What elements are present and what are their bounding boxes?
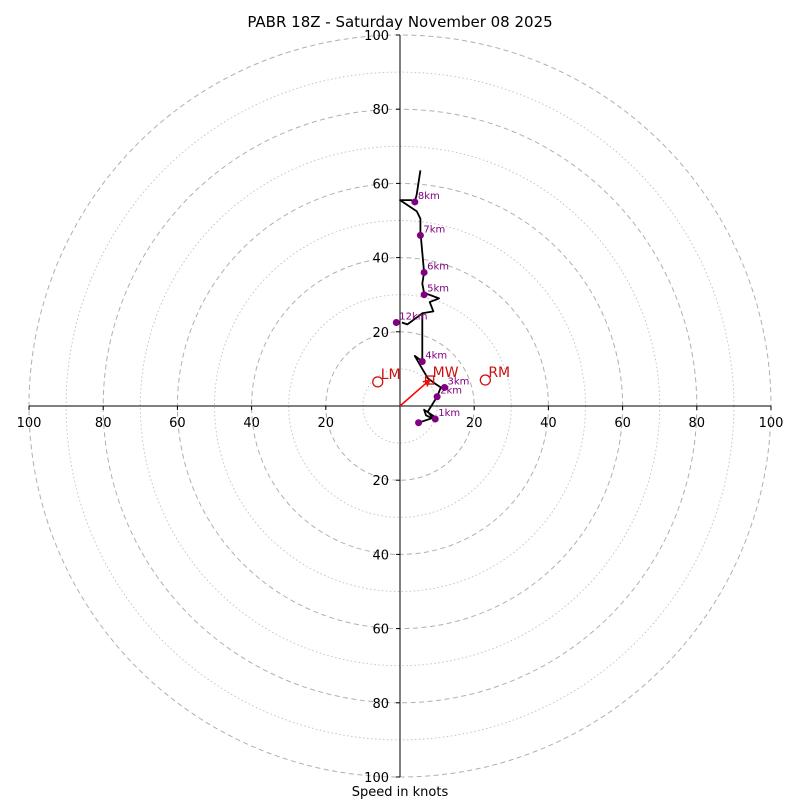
hodograph-trace xyxy=(399,170,442,424)
storm-motion-markers: LM RM MW xyxy=(372,365,510,388)
height-marker-4km xyxy=(418,357,426,365)
y-tick-label: 60 xyxy=(372,623,389,638)
height-label-4km: 4km xyxy=(425,350,447,361)
y-tick-label: 80 xyxy=(372,103,389,118)
surface-wind-marker xyxy=(415,419,423,427)
height-label-2km: 2km xyxy=(440,386,462,397)
mean-wind-marker xyxy=(425,375,435,385)
height-marker-7km xyxy=(416,231,424,239)
x-tick-label: 20 xyxy=(318,416,335,431)
height-label-7km: 7km xyxy=(423,224,445,235)
x-tick-label: 80 xyxy=(689,416,706,431)
height-marker-12km xyxy=(392,319,400,327)
x-tick-label: 20 xyxy=(466,416,483,431)
height-label-3km: 3km xyxy=(448,376,470,387)
height-marker-2km xyxy=(433,393,441,401)
height-label-12km: 12km xyxy=(399,312,427,323)
y-tick-label: 100 xyxy=(364,29,389,44)
rm-motion-marker xyxy=(479,374,491,386)
y-tick-label: 20 xyxy=(372,474,389,489)
height-marker-6km xyxy=(420,268,428,276)
x-tick-label: 100 xyxy=(17,416,42,431)
hodograph-branch-line xyxy=(401,312,423,326)
y-tick-label: 40 xyxy=(372,548,389,563)
shear-vector xyxy=(399,379,431,407)
y-tick-label: 100 xyxy=(364,771,389,786)
height-label-5km: 5km xyxy=(427,284,449,295)
x-tick-label: 60 xyxy=(169,416,186,431)
lm-motion-marker xyxy=(372,376,384,388)
height-label-6km: 6km xyxy=(427,261,449,272)
tick-labels: 100 80 60 40 20 20 40 60 80 100 100 80 60 40 20 20 40 60 8… xyxy=(17,29,784,786)
height-marker-5km xyxy=(420,291,428,299)
x-tick-label: 60 xyxy=(614,416,631,431)
height-label-8km: 8km xyxy=(418,191,440,202)
y-tick-label: 80 xyxy=(372,697,389,712)
y-tick-label: 20 xyxy=(372,326,389,341)
lm-motion-label: LM xyxy=(381,367,401,383)
x-tick-label: 100 xyxy=(759,416,784,431)
y-tick-label: 60 xyxy=(372,177,389,192)
height-marker-1km xyxy=(431,415,439,423)
mw-motion-label: MW xyxy=(433,365,459,381)
rm-motion-label: RM xyxy=(488,365,510,381)
x-axis-label: Speed in knots xyxy=(352,785,449,800)
height-label-1km: 1km xyxy=(438,408,460,419)
x-tick-label: 40 xyxy=(540,416,557,431)
height-marker-8km xyxy=(411,198,419,206)
height-marker-3km xyxy=(441,383,449,391)
y-tick-label: 40 xyxy=(372,252,389,267)
x-tick-label: 40 xyxy=(243,416,260,431)
chart-title: PABR 18Z - Saturday November 08 2025 xyxy=(247,13,552,31)
x-tick-label: 80 xyxy=(95,416,112,431)
